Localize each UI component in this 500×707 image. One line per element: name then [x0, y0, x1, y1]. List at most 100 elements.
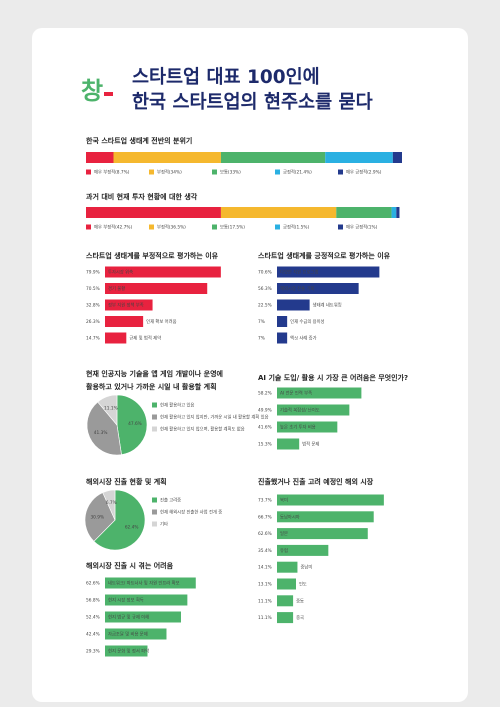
bar	[277, 578, 296, 590]
legend-swatch	[149, 224, 154, 230]
value-label: 13.1%	[258, 582, 272, 588]
panel-title: 활용하고 있거나 가까운 시일 내 활용할 계획	[86, 382, 217, 391]
bar	[277, 561, 298, 573]
legend-label: 보통(17.5%)	[220, 225, 245, 231]
panel-title: 해외시장 진출 현황 및 계획	[86, 477, 167, 486]
value-label: 41.6%	[258, 425, 272, 431]
bar-label: 정부 지원 정책 부족	[108, 302, 144, 309]
value-label: 56.8%	[86, 598, 100, 604]
stack-segment	[86, 207, 221, 218]
slice-label: 6.7%	[106, 500, 117, 506]
legend-swatch	[86, 169, 91, 175]
bar	[277, 494, 384, 506]
value-label: 42.4%	[86, 632, 100, 638]
value-label: 7%	[258, 336, 265, 342]
bar-label: 일본	[280, 530, 288, 537]
value-label: 7%	[258, 319, 265, 325]
bar	[277, 299, 310, 311]
bar-label: 동남아시아	[280, 513, 300, 520]
bar	[277, 438, 300, 450]
stack-segment	[336, 207, 392, 218]
panel-title: 현재 인공지능 기술을 앱 게임 개발이나 운영에	[86, 369, 223, 378]
legend-label: 매우 부정적(8.7%)	[94, 169, 130, 176]
legend-label: 긍정적(21.4%)	[283, 169, 312, 176]
bar-label: 인재 수급의 용이성	[290, 318, 324, 325]
panel-title: AI 기술 도입/ 활용 시 가장 큰 어려움은 무엇인가?	[258, 373, 408, 382]
legend-label: 긍정적(1.5%)	[283, 224, 309, 231]
value-label: 11.1%	[258, 598, 272, 604]
bar	[277, 387, 362, 399]
value-label: 32.8%	[86, 303, 100, 309]
main-title: 스타트업 대표 100인에	[132, 66, 320, 88]
value-label: 14.7%	[86, 336, 100, 342]
legend-label: 기타	[160, 521, 168, 528]
bar-label: 북미	[280, 497, 288, 504]
legend-swatch	[152, 414, 157, 420]
bar-label: 해외시장 진출 기회	[280, 285, 314, 292]
bar-label: 중국	[296, 615, 304, 621]
bar	[277, 544, 329, 556]
legend-swatch	[338, 224, 343, 230]
value-label: 70.6%	[258, 270, 272, 276]
legend-label: 매우 부정적(42.7%)	[94, 224, 132, 231]
legend-label: 현재 해외시장 진출한 사업 전개 중	[160, 509, 222, 516]
bar	[277, 528, 368, 540]
stack-segment	[220, 207, 337, 218]
slice-label: 47.6%	[128, 421, 142, 427]
value-label: 29.3%	[86, 649, 100, 655]
value-label: 56.3%	[258, 286, 272, 292]
bar-label: 인재 확보 어려움	[146, 318, 176, 325]
legend-swatch	[275, 169, 280, 175]
panel-title: 해외시장 진출 시 겪는 어려움	[86, 561, 174, 570]
value-label: 66.7%	[258, 514, 272, 520]
value-label: 70.5%	[86, 286, 100, 292]
value-label: 14.1%	[258, 565, 272, 571]
bar-label: 현지 법규 및 규제 이해	[108, 614, 149, 621]
slice-label: 11.1%	[104, 406, 118, 412]
pie-slice	[97, 394, 118, 426]
stack-segment	[113, 152, 221, 163]
stack-segment	[325, 152, 393, 163]
legend-swatch	[152, 426, 157, 432]
panel-title: 한국 스타트업 생태계 전반의 분위기	[86, 136, 192, 145]
bar-label: 경기 불황	[108, 285, 125, 292]
legend-swatch	[212, 169, 217, 175]
value-label: 79.9%	[86, 270, 100, 276]
bar-label: 유럽	[280, 547, 288, 554]
value-label: 62.6%	[258, 531, 272, 537]
value-label: 22.5%	[258, 303, 272, 309]
stack-segment	[396, 207, 400, 218]
value-label: 62.6%	[86, 581, 100, 587]
legend-swatch	[275, 224, 280, 230]
stack-segment	[86, 152, 114, 163]
legend-swatch	[86, 224, 91, 230]
pie-slice	[84, 492, 116, 542]
bar-label: 현지 문화 및 정서 파악	[108, 648, 149, 655]
slice-label: 41.3%	[94, 430, 108, 436]
bar	[277, 404, 350, 416]
legend-label: 현재 활용하고 있지 않으며, 활용할 계획도 없음	[160, 426, 245, 433]
bar	[105, 611, 181, 623]
legend-label: 현재 활용하고 있지 않지만, 가까운 시일 내 활용할 계획 있음	[160, 414, 269, 421]
legend-swatch	[152, 402, 157, 408]
bar	[277, 283, 359, 294]
panel-title: 스타트업 생태계를 긍정적으로 평가하는 이유	[258, 251, 391, 260]
main-title: 한국 스타트업의 현주소를 묻다	[132, 91, 373, 113]
bar	[105, 283, 208, 294]
value-label: 49.9%	[258, 408, 272, 414]
value-label: 52.4%	[86, 615, 100, 621]
legend-swatch	[152, 509, 157, 515]
bar	[277, 612, 294, 624]
panel-title: 과거 대비 현재 투자 현황에 대한 생각	[86, 192, 198, 201]
value-label: 58.2%	[258, 391, 272, 397]
slice-label: 30.9%	[90, 514, 104, 520]
legend-swatch	[149, 169, 154, 175]
logo-accent	[104, 92, 113, 96]
bar-label: 자금조달 및 비용 문제	[108, 631, 148, 638]
bar	[277, 316, 288, 327]
bar-label: 생태계 네트워킹	[313, 302, 342, 309]
legend-swatch	[338, 169, 343, 175]
bar	[105, 594, 188, 606]
value-label: 15.3%	[258, 442, 272, 448]
bar	[277, 266, 380, 278]
